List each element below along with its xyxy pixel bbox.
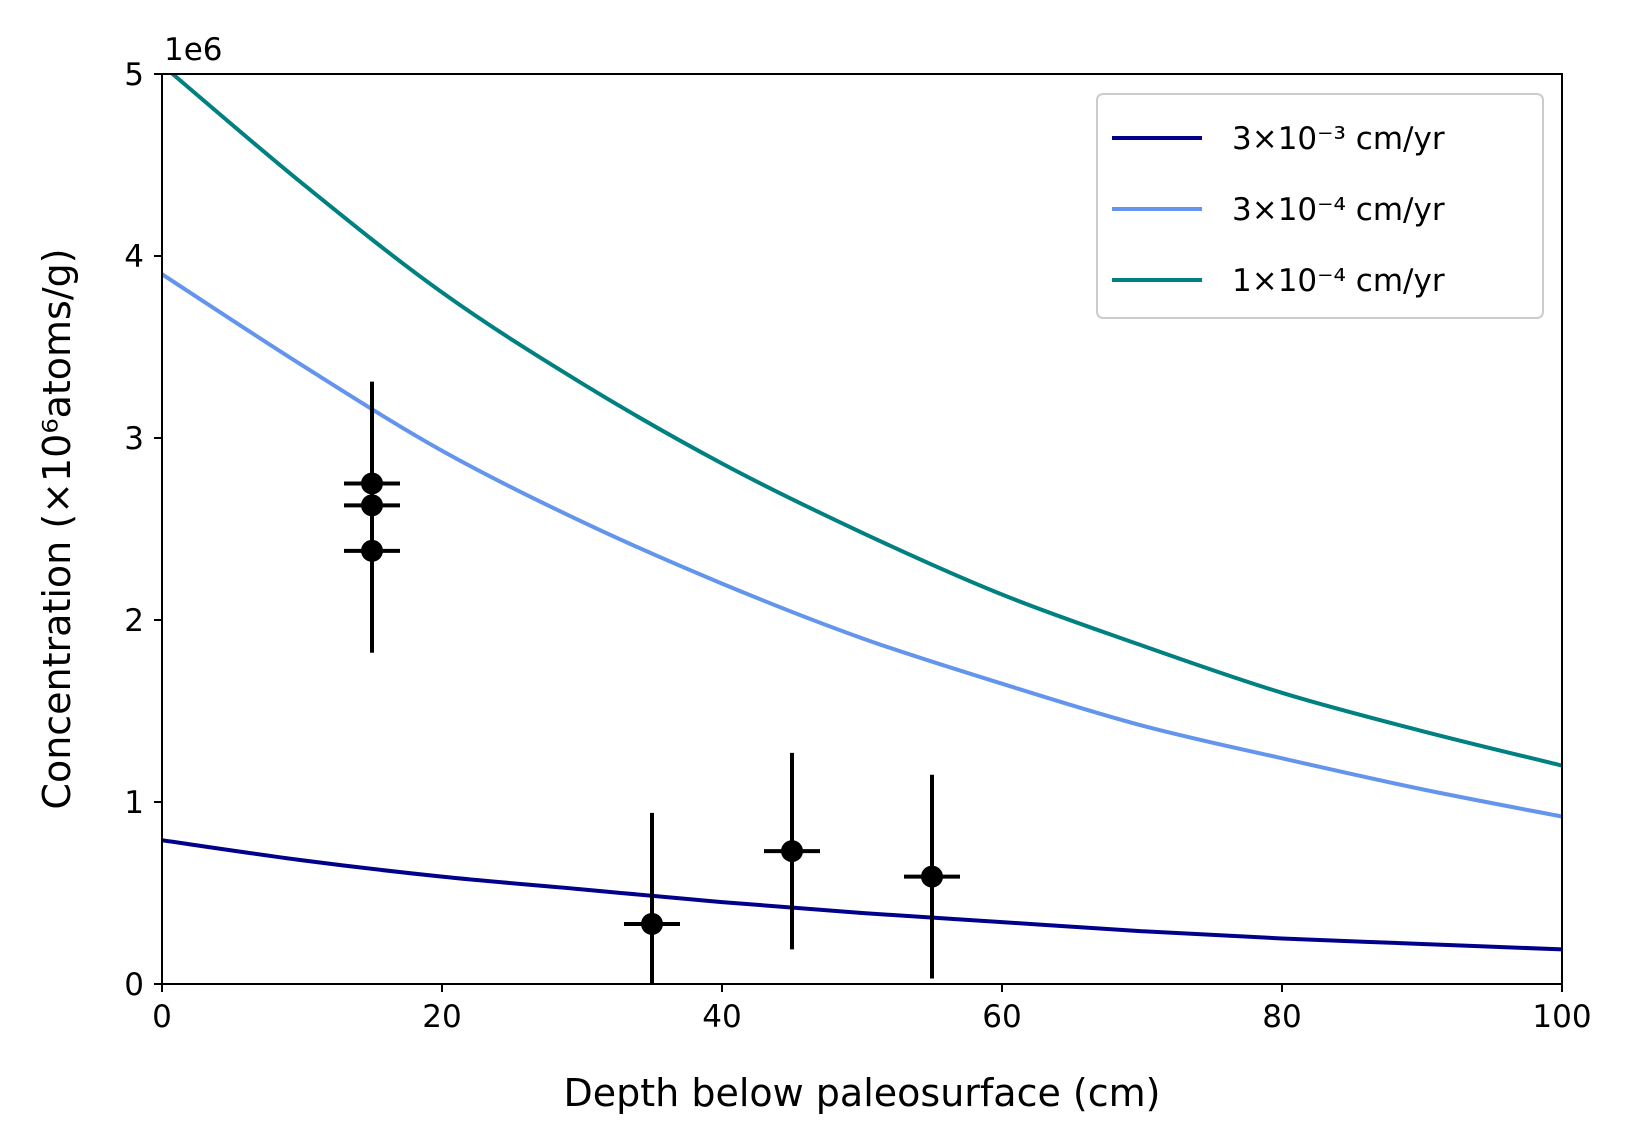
y-offset-label: 1e6 [164, 32, 223, 68]
x-tick-label: 0 [152, 999, 172, 1035]
x-tick-label: 40 [702, 999, 741, 1035]
x-tick-label: 100 [1532, 999, 1591, 1035]
x-tick-label: 80 [1262, 999, 1301, 1035]
data-point-6 [904, 774, 960, 979]
point-marker [781, 840, 803, 863]
y-tick-label: 4 [124, 239, 144, 275]
point-marker [921, 865, 943, 888]
y-tick-label: 0 [124, 967, 144, 1003]
y-tick-label: 3 [124, 421, 144, 457]
data-point-5 [764, 752, 820, 950]
legend-box [1096, 93, 1544, 319]
legend-item-2: 3×10⁻⁴ cm/yr [1112, 192, 1445, 228]
x-axis: 0 20 40 60 80 100 [152, 984, 1592, 1035]
x-tick-label: 60 [982, 999, 1021, 1035]
y-axis-label: Concentration (×10⁶atoms/g) [35, 248, 79, 809]
point-marker [361, 539, 383, 562]
series-line-2 [162, 272, 1562, 819]
legend-label: 1×10⁻⁴ cm/yr [1232, 263, 1445, 299]
series-line-1 [162, 838, 1562, 952]
x-axis-label: Depth below paleosurface (cm) [564, 1071, 1161, 1115]
legend-label: 3×10⁻⁴ cm/yr [1232, 192, 1445, 228]
y-tick-label: 1 [124, 785, 144, 821]
point-marker [641, 912, 663, 935]
legend: 3×10⁻³ cm/yr 3×10⁻⁴ cm/yr 1×10⁻⁴ cm/yr [1096, 93, 1544, 319]
legend-item-1: 3×10⁻³ cm/yr [1112, 121, 1445, 157]
data-point-4 [624, 812, 680, 984]
y-axis: 0 1 2 3 4 5 [124, 57, 162, 1003]
data-point-3 [344, 448, 400, 653]
y-tick-label: 5 [124, 57, 144, 93]
y-tick-label: 2 [124, 603, 144, 639]
series-layer [162, 74, 1562, 952]
x-tick-label: 20 [422, 999, 461, 1035]
plot-frame [161, 73, 1563, 985]
points-layer [344, 381, 960, 984]
legend-item-3: 1×10⁻⁴ cm/yr [1112, 263, 1445, 299]
legend-label: 3×10⁻³ cm/yr [1232, 121, 1445, 157]
series-line-3 [169, 74, 1562, 768]
